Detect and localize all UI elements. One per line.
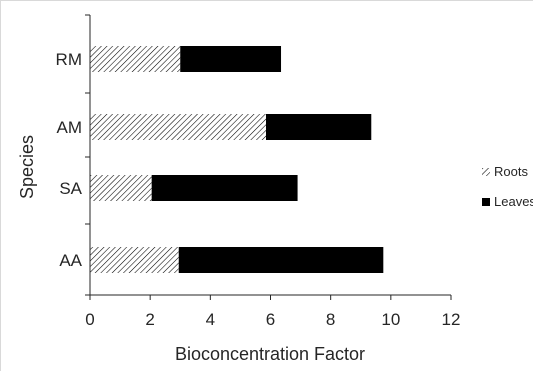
axes-group: [85, 14, 452, 300]
x-tick-label: 6: [266, 310, 275, 329]
bar-leaves-rm: [180, 46, 282, 72]
x-tick-label: 8: [326, 310, 335, 329]
bar-leaves-sa: [151, 175, 298, 201]
y-tick-label: RM: [56, 50, 82, 69]
legend: Roots Leaves: [482, 164, 533, 209]
legend-swatch-leaves: [482, 198, 490, 206]
y-tick-label: SA: [59, 179, 82, 198]
legend-label: Leaves: [494, 194, 533, 209]
y-axis-title: Species: [17, 135, 37, 199]
bar-roots-aa: [90, 247, 179, 273]
bars-group: [90, 46, 384, 273]
y-tick-label: AM: [57, 118, 83, 137]
x-tick-label: 4: [206, 310, 215, 329]
labels-group: RM AM SA AA 0 2 4 6 8 10 12: [56, 50, 461, 329]
legend-swatch-roots: [482, 168, 490, 176]
bar-roots-sa: [90, 175, 152, 201]
bar-roots-rm: [90, 46, 181, 72]
x-axis-title: Bioconcentration Factor: [175, 344, 365, 364]
x-tick-label: 0: [85, 310, 94, 329]
x-tick-label: 2: [145, 310, 154, 329]
x-tick-label: 10: [381, 310, 400, 329]
bar-leaves-am: [265, 114, 372, 140]
legend-label: Roots: [494, 164, 528, 179]
y-tick-label: AA: [59, 251, 82, 270]
x-tick-label: 12: [442, 310, 461, 329]
bar-roots-am: [90, 114, 266, 140]
bar-leaves-aa: [178, 247, 384, 273]
